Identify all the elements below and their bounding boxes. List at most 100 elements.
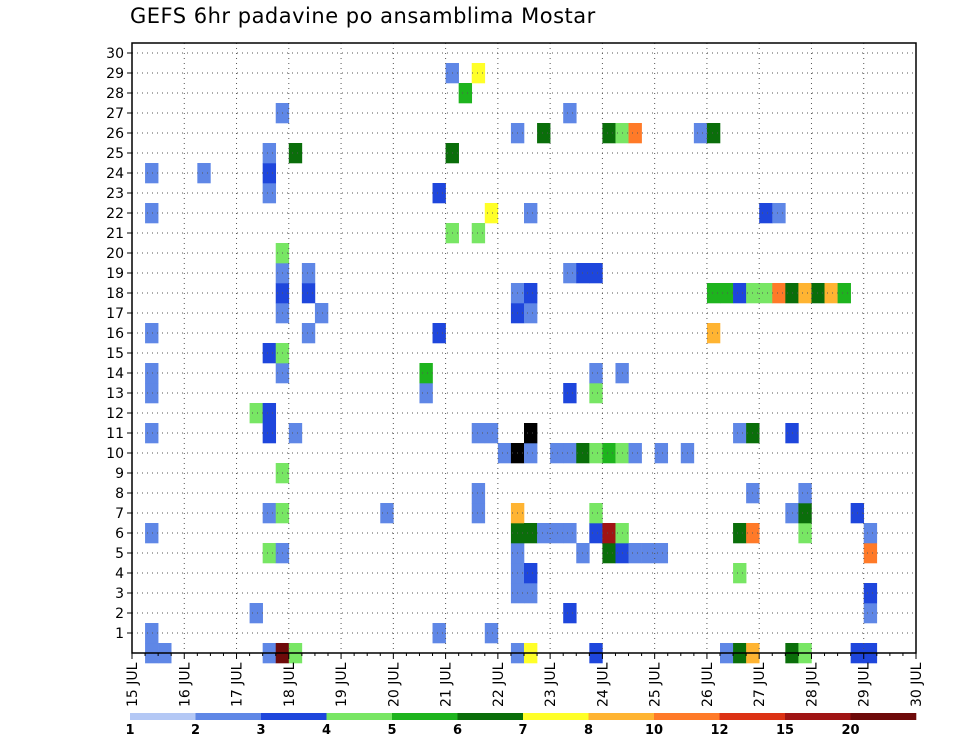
precip-cell [197, 163, 211, 184]
colorbar-segment [523, 713, 589, 720]
precip-cell [798, 483, 812, 504]
y-tick-label: 11 [106, 426, 124, 442]
x-tick-label: 25 JUL [648, 662, 664, 707]
y-tick-label: 9 [115, 466, 124, 482]
colorbar-segment [195, 713, 262, 720]
precip-cell [733, 283, 747, 304]
precip-cell [497, 443, 512, 464]
precip-cell [262, 343, 277, 364]
x-tick-label: 28 JUL [804, 662, 820, 707]
precip-cell [314, 303, 329, 324]
precip-cell [706, 323, 721, 344]
y-tick-label: 1 [115, 626, 124, 642]
y-tick-label: 7 [115, 506, 124, 522]
colorbar-label: 10 [645, 723, 663, 738]
y-tick-label: 15 [106, 346, 124, 362]
x-tick-label: 24 JUL [595, 662, 611, 707]
colorbar-segment [850, 713, 917, 720]
precip-cell [733, 423, 747, 444]
precip-cell [602, 543, 616, 564]
precip-cell [262, 163, 277, 184]
colorbar-segment [719, 713, 786, 720]
y-tick-label: 22 [106, 206, 124, 222]
precip-cell [720, 283, 734, 304]
precip-cell [432, 623, 446, 644]
precip-cell [484, 623, 499, 644]
precip-cell [772, 203, 786, 224]
precip-cell [145, 623, 159, 644]
colorbar-segment [654, 713, 720, 720]
precip-cell [262, 403, 277, 424]
y-tick-label: 2 [115, 606, 124, 622]
precip-cell [628, 123, 642, 144]
precip-cell [589, 383, 603, 404]
precip-cell [589, 363, 603, 384]
precip-cell [145, 423, 159, 444]
precip-cell [524, 523, 538, 544]
colorbar-segment [785, 713, 851, 720]
y-tick-label: 4 [115, 566, 124, 582]
precip-cell [537, 523, 551, 544]
precip-cell [432, 323, 446, 344]
colorbar-label: 2 [191, 723, 200, 738]
x-tick-label: 21 JUL [439, 662, 455, 707]
precip-cell [262, 183, 277, 204]
precip-cell [301, 323, 316, 344]
x-tick-label: 30 JUL [909, 662, 925, 707]
precip-cell [550, 443, 564, 464]
precip-cell [759, 283, 773, 304]
precip-cell [471, 63, 486, 84]
precip-cell [563, 103, 577, 124]
y-tick-label: 29 [106, 66, 124, 82]
precip-cell [380, 503, 394, 524]
precip-cell [524, 423, 538, 444]
y-tick-label: 20 [106, 246, 124, 262]
precip-cell [563, 443, 577, 464]
x-tick-label: 20 JUL [386, 662, 402, 707]
precip-cell [145, 203, 159, 224]
precip-cell [641, 543, 655, 564]
precip-cell [288, 143, 303, 164]
precip-cell [628, 543, 642, 564]
colorbar-label: 1 [125, 723, 134, 738]
precip-cell [537, 123, 551, 144]
precip-cell [145, 523, 159, 544]
colorbar-label: 7 [518, 723, 527, 738]
precip-cell [563, 383, 577, 404]
precip-cell [262, 143, 277, 164]
x-tick-label: 29 JUL [857, 662, 873, 707]
precip-cell [145, 163, 159, 184]
precip-cell [471, 483, 486, 504]
precip-cell [733, 563, 747, 584]
precip-cell [863, 543, 878, 564]
y-tick-label: 5 [115, 546, 124, 562]
x-tick-label: 15 JUL [125, 662, 141, 707]
precip-cell [706, 283, 721, 304]
precip-cell [524, 303, 538, 324]
colorbar-label: 8 [584, 723, 593, 738]
y-tick-label: 3 [115, 586, 124, 602]
colorbar-label: 20 [841, 723, 859, 738]
colorbar-segment [588, 713, 655, 720]
precip-cell [262, 543, 277, 564]
precip-cell [706, 123, 721, 144]
colorbar-segment [130, 713, 196, 720]
precip-cell [759, 203, 773, 224]
y-tick-label: 21 [106, 226, 124, 242]
precip-cell [654, 443, 669, 464]
y-tick-label: 8 [115, 486, 124, 502]
precip-cell [863, 603, 878, 624]
precip-cell [589, 523, 603, 544]
precip-cell [471, 503, 486, 524]
x-tick-label: 22 JUL [491, 662, 507, 707]
precip-cell [262, 503, 277, 524]
y-tick-label: 16 [106, 326, 124, 342]
x-tick-label: 17 JUL [230, 662, 246, 707]
precip-cell [733, 523, 747, 544]
precip-cell [837, 283, 851, 304]
precip-cell [145, 363, 159, 384]
precip-cell [772, 283, 786, 304]
y-tick-label: 19 [106, 266, 124, 282]
y-tick-label: 30 [106, 46, 124, 62]
colorbar-segment [392, 713, 458, 720]
